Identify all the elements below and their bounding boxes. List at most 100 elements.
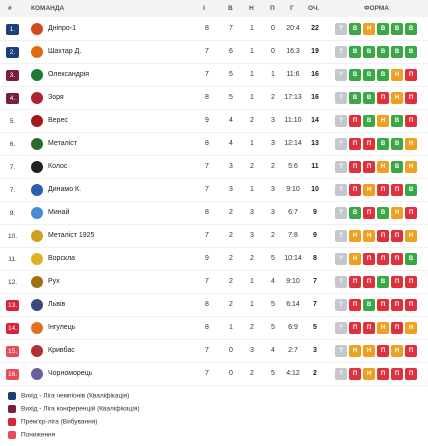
- form-badge[interactable]: Н: [377, 115, 389, 127]
- table-row[interactable]: 16. Чорноморець 7 0 2 5 4:12 2? П Н П П П: [0, 363, 428, 386]
- team-name[interactable]: Колос: [48, 163, 68, 170]
- team-name[interactable]: Металіст 1925: [48, 232, 95, 239]
- form-badge[interactable]: П: [349, 368, 361, 380]
- form-badge[interactable]: П: [405, 276, 417, 288]
- form-badge[interactable]: В: [377, 46, 389, 58]
- form-badge[interactable]: П: [377, 299, 389, 311]
- upcoming-match-badge[interactable]: ?: [335, 115, 347, 127]
- form-badge[interactable]: П: [377, 92, 389, 104]
- form-badge[interactable]: В: [391, 138, 403, 150]
- form-badge[interactable]: В: [405, 253, 417, 265]
- team-name[interactable]: Інгулець: [48, 324, 76, 331]
- team-name[interactable]: Минай: [48, 209, 70, 216]
- team-name[interactable]: Львів: [48, 301, 66, 308]
- table-row[interactable]: 14. Інгулець 8 1 2 5 6:9 5? П П Н П Н: [0, 317, 428, 340]
- form-badge[interactable]: В: [349, 23, 361, 35]
- table-row[interactable]: 7. Колос 7 3 2 2 5:6 11? П П Н В Н: [0, 156, 428, 179]
- upcoming-match-badge[interactable]: ?: [335, 230, 347, 242]
- upcoming-match-badge[interactable]: ?: [335, 92, 347, 104]
- table-row[interactable]: 13. Львів 8 2 1 5 6:14 7? П В П П П: [0, 294, 428, 317]
- form-badge[interactable]: В: [363, 115, 375, 127]
- form-badge[interactable]: Н: [377, 322, 389, 334]
- form-badge[interactable]: В: [377, 23, 389, 35]
- table-row[interactable]: 3. Олександрія 7 5 1 1 11:6 16? В В В Н П: [0, 64, 428, 87]
- form-badge[interactable]: В: [349, 92, 361, 104]
- form-badge[interactable]: В: [363, 69, 375, 81]
- form-badge[interactable]: В: [405, 46, 417, 58]
- table-row[interactable]: 10. Металіст 1925 7 2 3 2 7:8 9? Н Н П П Н: [0, 225, 428, 248]
- team-name[interactable]: Металіст: [48, 140, 77, 147]
- form-badge[interactable]: П: [391, 230, 403, 242]
- form-badge[interactable]: В: [377, 69, 389, 81]
- form-badge[interactable]: П: [349, 276, 361, 288]
- form-badge[interactable]: П: [363, 207, 375, 219]
- form-badge[interactable]: Н: [363, 368, 375, 380]
- table-row[interactable]: 12. Рух 7 2 1 4 9:10 7? П П В П П: [0, 271, 428, 294]
- table-row[interactable]: 9. Минай 8 2 3 3 6:7 9? В П В Н П: [0, 202, 428, 225]
- form-badge[interactable]: П: [377, 368, 389, 380]
- form-badge[interactable]: П: [363, 161, 375, 173]
- form-badge[interactable]: Н: [363, 23, 375, 35]
- form-badge[interactable]: П: [405, 115, 417, 127]
- form-badge[interactable]: Н: [391, 345, 403, 357]
- form-badge[interactable]: П: [391, 276, 403, 288]
- form-badge[interactable]: В: [377, 276, 389, 288]
- form-badge[interactable]: П: [377, 230, 389, 242]
- form-badge[interactable]: П: [349, 161, 361, 173]
- form-badge[interactable]: П: [405, 207, 417, 219]
- form-badge[interactable]: П: [349, 299, 361, 311]
- table-row[interactable]: 11. Ворскла 9 2 2 5 10:14 8? Н П П П В: [0, 248, 428, 271]
- team-name[interactable]: Кривбас: [48, 347, 75, 354]
- form-badge[interactable]: В: [391, 46, 403, 58]
- table-row[interactable]: 7. Динамо К. 7 3 1 3 9:10 10? П Н П П В: [0, 179, 428, 202]
- form-badge[interactable]: П: [405, 92, 417, 104]
- form-badge[interactable]: П: [391, 184, 403, 196]
- form-badge[interactable]: П: [405, 299, 417, 311]
- form-badge[interactable]: В: [377, 207, 389, 219]
- team-name[interactable]: Зоря: [48, 94, 64, 101]
- form-badge[interactable]: П: [363, 322, 375, 334]
- form-badge[interactable]: П: [377, 253, 389, 265]
- upcoming-match-badge[interactable]: ?: [335, 322, 347, 334]
- table-row[interactable]: 6. Металіст 8 4 1 3 12:14 13? П П В В Н: [0, 133, 428, 156]
- form-badge[interactable]: Н: [363, 230, 375, 242]
- table-row[interactable]: 15. Кривбас 7 0 3 4 2:7 3? Н Н П Н П: [0, 340, 428, 363]
- upcoming-match-badge[interactable]: ?: [335, 368, 347, 380]
- form-badge[interactable]: П: [391, 299, 403, 311]
- form-badge[interactable]: Н: [391, 69, 403, 81]
- form-badge[interactable]: Н: [377, 161, 389, 173]
- form-badge[interactable]: Н: [391, 92, 403, 104]
- form-badge[interactable]: В: [377, 138, 389, 150]
- team-name[interactable]: Динамо К.: [48, 186, 82, 193]
- table-row[interactable]: 2. Шахтар Д. 7 6 1 0 16:3 19? В В В В В: [0, 41, 428, 64]
- form-badge[interactable]: В: [363, 46, 375, 58]
- upcoming-match-badge[interactable]: ?: [335, 207, 347, 219]
- upcoming-match-badge[interactable]: ?: [335, 69, 347, 81]
- form-badge[interactable]: П: [363, 276, 375, 288]
- form-badge[interactable]: В: [391, 161, 403, 173]
- form-badge[interactable]: Н: [363, 345, 375, 357]
- table-row[interactable]: 4. Зоря 8 5 1 2 17:13 16? В В П Н П: [0, 87, 428, 110]
- form-badge[interactable]: П: [363, 253, 375, 265]
- form-badge[interactable]: Н: [405, 161, 417, 173]
- form-badge[interactable]: П: [405, 368, 417, 380]
- form-badge[interactable]: Н: [349, 253, 361, 265]
- form-badge[interactable]: П: [377, 184, 389, 196]
- form-badge[interactable]: П: [391, 368, 403, 380]
- form-badge[interactable]: П: [349, 138, 361, 150]
- upcoming-match-badge[interactable]: ?: [335, 299, 347, 311]
- table-row[interactable]: 1. Дніпро-1 8 7 1 0 20:4 22? В Н В В В: [0, 18, 428, 41]
- form-badge[interactable]: Н: [405, 230, 417, 242]
- form-badge[interactable]: В: [391, 23, 403, 35]
- form-badge[interactable]: В: [391, 115, 403, 127]
- form-badge[interactable]: В: [405, 23, 417, 35]
- form-badge[interactable]: Н: [405, 138, 417, 150]
- form-badge[interactable]: П: [349, 184, 361, 196]
- form-badge[interactable]: В: [405, 184, 417, 196]
- form-badge[interactable]: П: [349, 115, 361, 127]
- form-badge[interactable]: Н: [363, 184, 375, 196]
- team-name[interactable]: Олександрія: [48, 71, 90, 78]
- form-badge[interactable]: П: [405, 345, 417, 357]
- form-badge[interactable]: Н: [391, 207, 403, 219]
- form-badge[interactable]: П: [405, 69, 417, 81]
